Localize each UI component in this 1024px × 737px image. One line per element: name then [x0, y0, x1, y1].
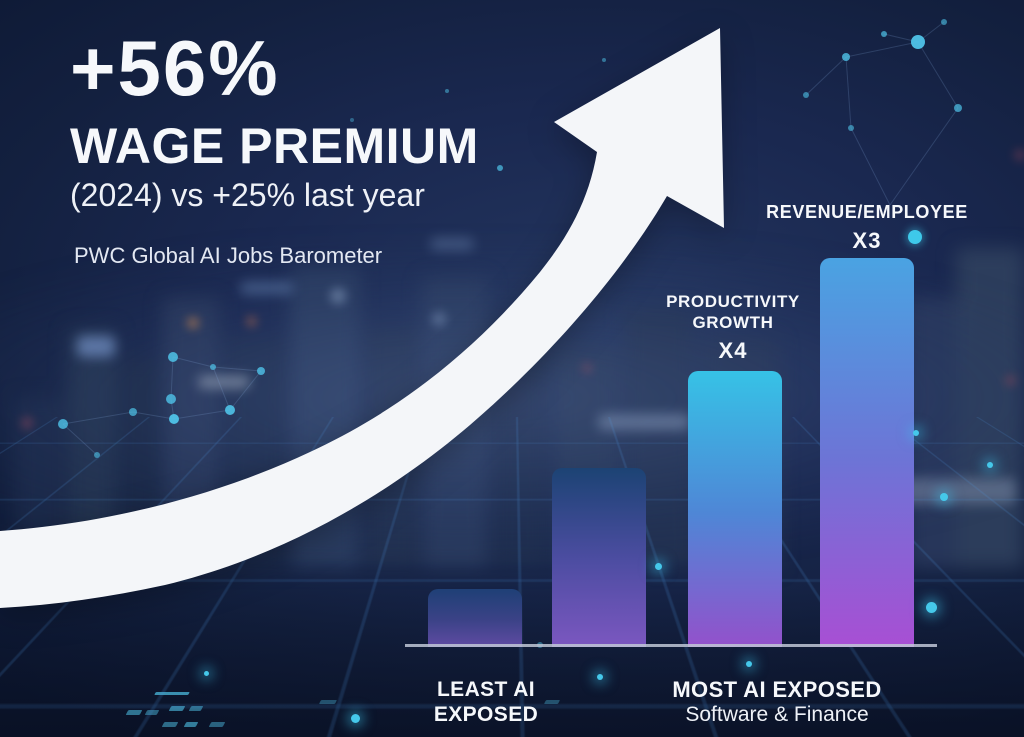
- building-silhouette: [956, 248, 1024, 568]
- glow-dot: [654, 562, 662, 570]
- glow-dot: [350, 713, 360, 723]
- accent-dot: [908, 230, 922, 244]
- axis-label-most-exposed: MOST AI EXPOSED Software & Finance: [637, 677, 917, 728]
- chart-baseline: [405, 644, 937, 647]
- stat-value: +56%: [70, 24, 280, 112]
- glow-dot: [940, 493, 948, 501]
- axis-most-line1: MOST AI EXPOSED: [672, 677, 882, 702]
- bokeh-light: [188, 318, 198, 328]
- annotation-productivity: PRODUCTIVITY GROWTH X4: [618, 291, 848, 364]
- bar-1: [428, 589, 522, 647]
- bokeh-light: [1006, 376, 1015, 385]
- glow-dot: [597, 674, 603, 680]
- light-streak: [896, 478, 1016, 504]
- bokeh-light: [432, 312, 446, 326]
- bokeh-light: [330, 288, 346, 304]
- annotation-revenue: REVENUE/EMPLOYEE X3: [737, 202, 997, 254]
- bokeh-light: [583, 364, 591, 372]
- glow-dot: [746, 661, 752, 667]
- axis-label-least-exposed: LEAST AI EXPOSED: [376, 677, 596, 727]
- bokeh-light: [247, 317, 256, 326]
- glow-dot: [203, 670, 209, 676]
- glow-dot: [925, 601, 937, 613]
- annotation-productivity-line2: GROWTH: [692, 313, 774, 332]
- bar-3: [688, 371, 782, 647]
- glow-dot: [913, 430, 919, 436]
- light-streak: [598, 414, 690, 430]
- light-streak: [198, 376, 250, 388]
- annotation-revenue-line1: REVENUE/EMPLOYEE: [766, 202, 968, 222]
- axis-least-line2: EXPOSED: [433, 703, 539, 726]
- annotation-productivity-multiplier: X4: [718, 338, 748, 363]
- bar-4: [820, 258, 914, 647]
- light-streak: [240, 282, 294, 294]
- annotation-revenue-multiplier: X3: [852, 228, 882, 253]
- axis-least-line1: LEAST AI: [436, 678, 536, 701]
- source-label: PWC Global AI Jobs Barometer: [74, 243, 383, 268]
- light-streak: [430, 238, 474, 250]
- annotation-productivity-line1: PRODUCTIVITY: [666, 292, 800, 311]
- bokeh-light: [1015, 150, 1024, 160]
- axis-most-line2: Software & Finance: [685, 703, 869, 726]
- bar-2: [552, 468, 646, 647]
- light-streak: [77, 336, 115, 357]
- bokeh-light: [22, 418, 32, 428]
- glow-dot: [987, 462, 993, 468]
- subtitle: (2024) vs +25% last year: [70, 177, 425, 213]
- page-title: WAGE PREMIUM: [70, 118, 479, 174]
